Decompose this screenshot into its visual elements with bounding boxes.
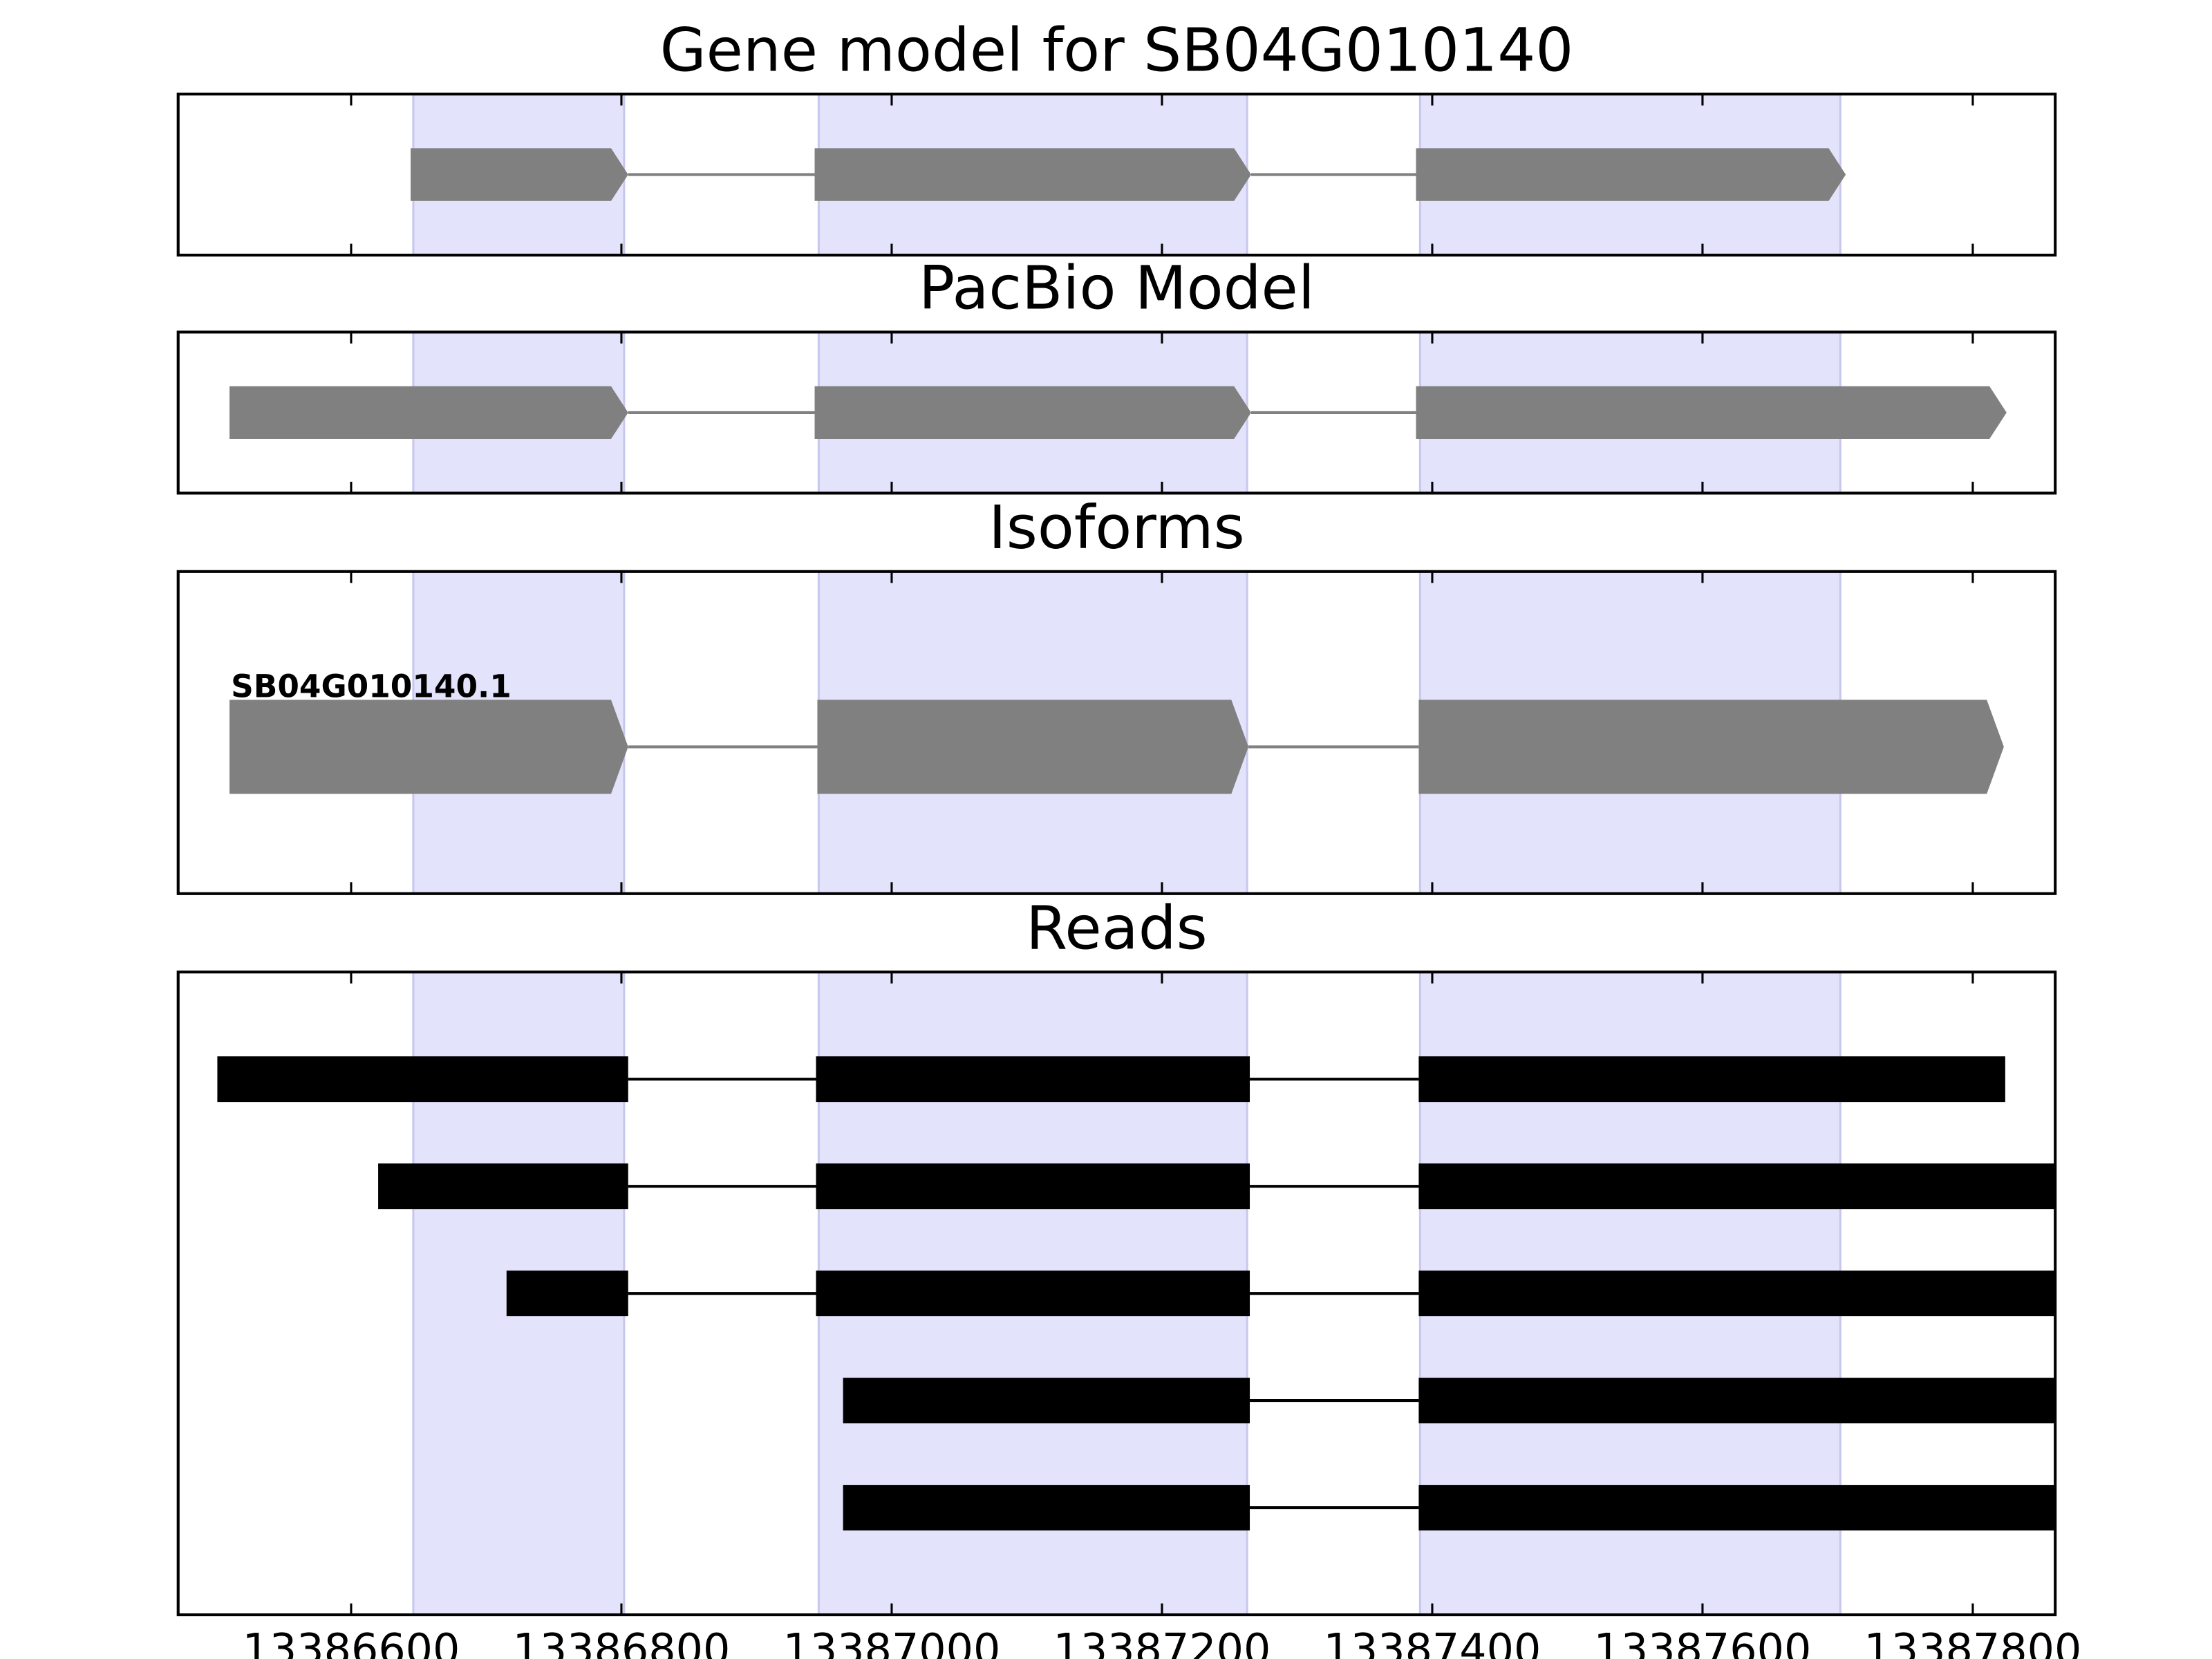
read-block [1418,1485,2056,1531]
read-block [378,1163,628,1210]
panel-frame [176,93,2057,257]
x-tick-label: 13387400 [1324,1624,1541,1659]
x-tick-label: 13386600 [243,1624,460,1659]
panel-frame [176,570,2057,895]
exon [229,386,628,440]
x-tick-label: 13387600 [1594,1624,1812,1659]
x-tick-label: 13387800 [1864,1624,2082,1659]
read-block [816,1163,1250,1210]
read-block [506,1271,628,1317]
isoform-label: SB04G010140.1 [231,668,512,704]
panel-title: Isoforms [988,494,1245,563]
read-block [217,1056,628,1103]
panel-frame [176,330,2057,495]
exon [229,700,628,794]
x-tick-label: 13386800 [513,1624,731,1659]
panel [217,972,2056,1615]
read-block [816,1056,1250,1103]
read-block [843,1378,1250,1424]
read-block [1418,1271,2056,1317]
panel [410,94,1846,256]
exon [410,148,628,201]
read-block [1418,1056,2005,1103]
panel-title: Gene model for SB04G010140 [660,16,1574,85]
read-block [1418,1163,2056,1210]
exon [817,700,1249,794]
exon [1418,700,2004,794]
panel-title: Reads [1026,894,1208,963]
exon [1416,148,1846,201]
read-block [816,1271,1250,1317]
exon [814,386,1251,440]
exon [1416,386,2007,440]
x-tick-label: 13387200 [1053,1624,1271,1659]
panel-frame [176,971,2057,1617]
read-block [843,1485,1250,1531]
panel [229,332,2007,494]
panel [229,571,2004,894]
read-block [1418,1378,2056,1424]
x-tick-label: 13387000 [783,1624,1001,1659]
panel-title: PacBio Model [919,254,1315,324]
exon [814,148,1251,201]
